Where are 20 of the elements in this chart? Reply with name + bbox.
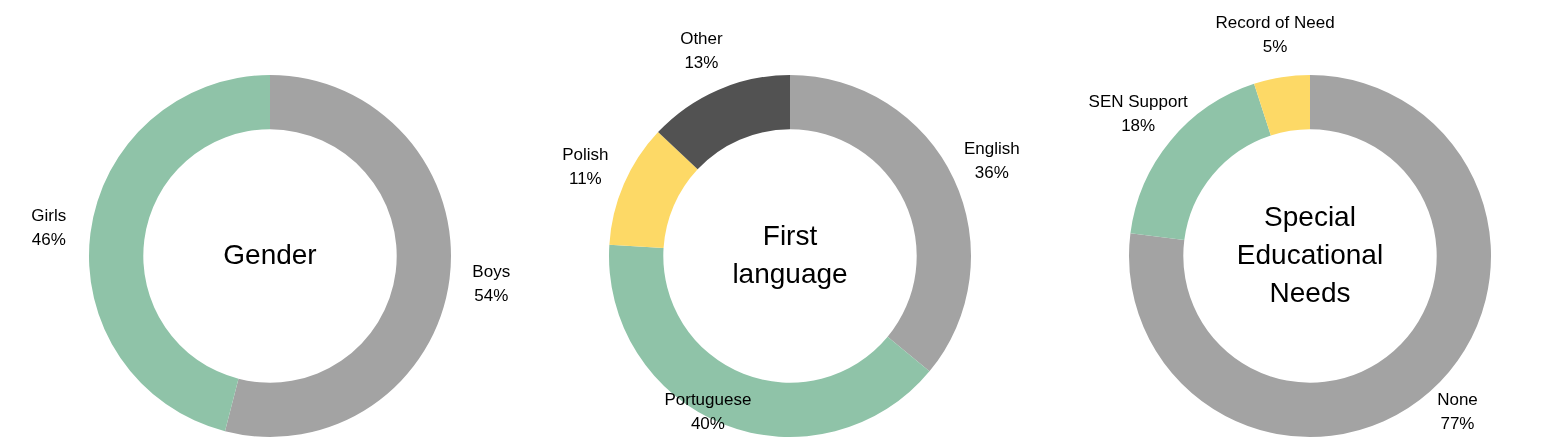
text: Gender <box>223 238 317 270</box>
data-label: 18% <box>1121 115 1156 135</box>
data-label: 54% <box>474 285 509 305</box>
text: First language <box>732 219 848 289</box>
slice-label: None <box>1437 389 1478 409</box>
data-label: 11% <box>568 169 602 189</box>
data-label: 40% <box>690 413 725 433</box>
slice-label: Other <box>680 29 724 49</box>
data-label: 5% <box>1262 37 1288 57</box>
slice-label: Record of Need <box>1215 13 1335 33</box>
data-label: 46% <box>31 229 66 249</box>
data-label: 13% <box>684 53 719 73</box>
text: Special Educational Needs <box>1236 200 1384 308</box>
slice-label: Girls <box>31 205 67 225</box>
slice-label: Boys <box>472 261 511 281</box>
data-label: 77% <box>1440 413 1475 433</box>
slice-label: SEN Support <box>1088 91 1189 111</box>
slice-label: English <box>963 138 1020 158</box>
slice-label: Polish <box>562 145 609 165</box>
data-label: 36% <box>974 162 1009 182</box>
